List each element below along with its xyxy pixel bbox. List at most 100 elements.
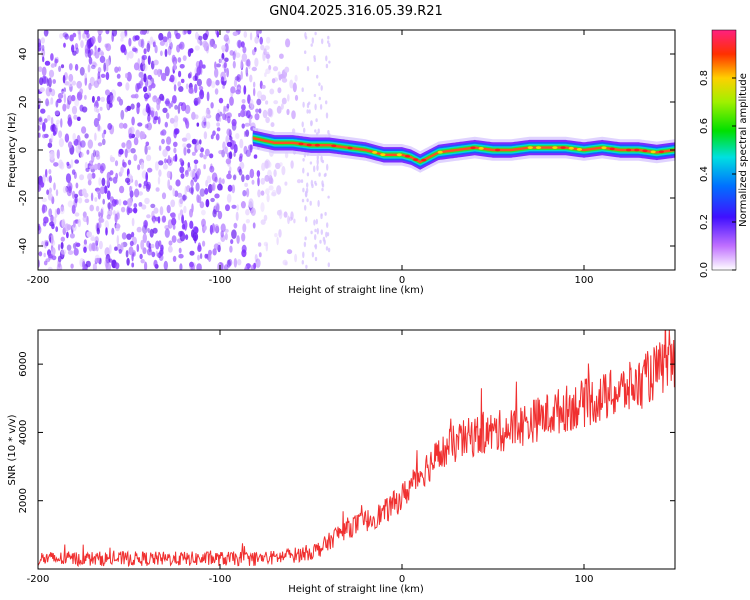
x-tick-label: -200	[27, 574, 50, 585]
noise-cell	[57, 92, 64, 99]
noise-cell	[109, 156, 116, 163]
noise-cell	[212, 130, 216, 136]
noise-cell	[102, 138, 106, 146]
noise-cell	[263, 241, 269, 247]
noise-cell	[198, 59, 203, 69]
noise-cell	[260, 177, 266, 185]
noise-cell	[196, 144, 202, 151]
noise-cell	[79, 88, 84, 95]
noise-cell	[45, 241, 48, 247]
noise-cell	[226, 259, 231, 268]
noise-cell	[278, 74, 282, 81]
noise-cell	[178, 86, 184, 92]
y-tick-label: -40	[18, 238, 29, 254]
noise-cell	[321, 38, 324, 45]
noise-cell	[144, 144, 148, 155]
noise-cell	[213, 243, 219, 250]
noise-cell	[266, 36, 271, 44]
noise-cell	[245, 219, 250, 224]
noise-cell	[180, 173, 185, 179]
noise-cell	[159, 249, 164, 256]
noise-cell	[273, 100, 279, 105]
noise-cell	[244, 182, 249, 187]
noise-cell	[179, 64, 185, 69]
noise-cell	[168, 245, 173, 253]
noise-cell	[191, 111, 196, 120]
ridge-peak	[306, 143, 312, 147]
noise-cell	[73, 248, 79, 256]
noise-cell	[94, 150, 100, 158]
noise-cell	[203, 164, 206, 170]
ridge-peak	[413, 158, 419, 162]
noise-cell	[99, 106, 103, 111]
noise-cell	[68, 63, 73, 71]
noise-cell	[265, 68, 271, 75]
noise-cell	[59, 33, 64, 39]
noise-cell	[257, 189, 261, 198]
noise-cell	[117, 66, 121, 72]
noise-cell	[194, 73, 199, 81]
noise-cell	[222, 84, 225, 89]
noise-cell	[228, 170, 231, 175]
noise-cell	[91, 36, 96, 45]
noise-cell	[212, 248, 217, 256]
noise-cell	[206, 91, 210, 102]
snr-x-label: Height of straight line (km)	[288, 584, 424, 595]
noise-cell	[280, 103, 284, 110]
noise-cell	[105, 43, 112, 52]
noise-cell	[196, 263, 202, 270]
noise-cell	[179, 198, 184, 205]
noise-cell	[155, 240, 160, 250]
noise-cell	[126, 51, 129, 61]
noise-cell	[133, 62, 140, 71]
noise-cell	[51, 247, 56, 256]
x-tick-label: -100	[209, 275, 232, 286]
noise-cell	[178, 253, 184, 259]
noise-cell	[191, 229, 195, 238]
noise-cell	[203, 154, 207, 160]
snr-y-label: SNR (10 * v/v)	[7, 414, 18, 485]
noise-cell	[170, 199, 176, 208]
noise-cell	[256, 98, 262, 106]
noise-cell	[315, 218, 318, 225]
noise-cell	[109, 170, 114, 176]
noise-cell	[286, 249, 293, 255]
noise-cell	[308, 101, 311, 105]
noise-cell	[131, 262, 135, 268]
noise-cell	[82, 266, 88, 270]
noise-cell	[119, 185, 125, 194]
ridge-peak	[478, 147, 484, 150]
noise-cell	[247, 94, 251, 104]
noise-cell	[157, 116, 161, 125]
noise-cell	[60, 242, 64, 250]
noise-cell	[316, 74, 319, 79]
noise-cell	[101, 177, 106, 187]
noise-cell	[254, 254, 258, 262]
noise-cell	[85, 167, 90, 172]
noise-cell	[144, 219, 148, 228]
noise-cell	[316, 155, 319, 160]
noise-cell	[206, 45, 209, 54]
noise-cell	[173, 141, 178, 147]
noise-cell	[325, 246, 329, 251]
noise-cell	[164, 48, 168, 58]
noise-cell	[146, 42, 151, 53]
noise-cell	[54, 110, 60, 116]
noise-cell	[181, 194, 188, 201]
noise-cell	[246, 58, 251, 67]
noise-cell	[260, 219, 266, 225]
noise-cell	[216, 30, 220, 38]
noise-cell	[118, 98, 122, 105]
noise-cell	[265, 53, 271, 60]
noise-cell	[47, 192, 53, 201]
noise-cell	[142, 247, 147, 255]
noise-cell	[75, 242, 81, 247]
noise-cell	[294, 74, 298, 82]
noise-cell	[133, 207, 138, 214]
noise-cell	[38, 125, 41, 131]
noise-cell	[310, 120, 313, 127]
noise-cell	[67, 114, 72, 122]
noise-cell	[194, 114, 199, 120]
noise-cell	[147, 167, 153, 173]
noise-cell	[38, 66, 43, 72]
